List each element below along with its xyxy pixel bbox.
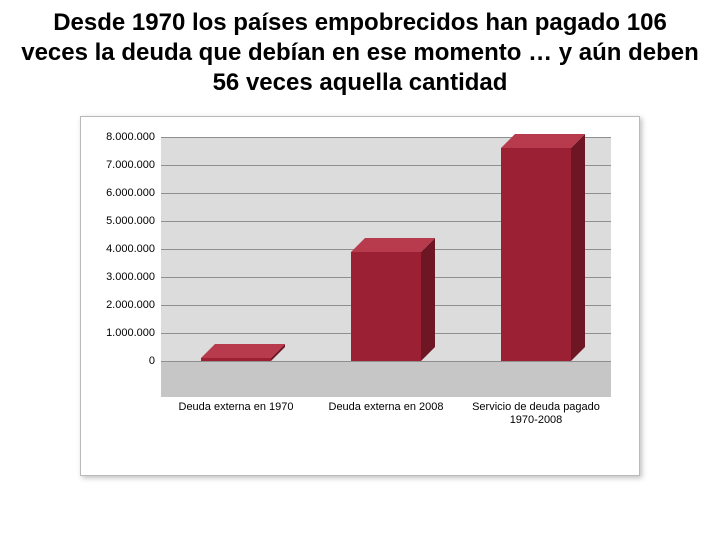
gridline	[161, 361, 611, 362]
bar-front	[201, 358, 271, 361]
bar-side	[421, 238, 435, 361]
x-axis-labels: Deuda externa en 1970Deuda externa en 20…	[161, 401, 611, 427]
bar-top	[351, 238, 435, 252]
y-tick-label: 4.000.000	[106, 243, 161, 255]
bar-top	[201, 344, 285, 358]
slide: Desde 1970 los países empobrecidos han p…	[0, 0, 720, 540]
y-tick-label: 2.000.000	[106, 299, 161, 311]
bar	[201, 358, 271, 361]
bar	[501, 148, 571, 361]
debt-bar-chart: 0 1.000.000 2.000.000 3.000.000 4.000.000 5.0…	[80, 116, 640, 476]
bars-container	[161, 137, 611, 361]
bar	[351, 252, 421, 361]
y-tick-label: 0	[149, 355, 161, 367]
y-tick-label: 8.000.000	[106, 131, 161, 143]
y-tick-label: 7.000.000	[106, 159, 161, 171]
bar-front	[501, 148, 571, 361]
y-tick-label: 6.000.000	[106, 187, 161, 199]
x-axis-label: Deuda externa en 1970	[161, 401, 311, 427]
plot-area: 01.000.0002.000.0003.000.0004.000.0005.0…	[161, 137, 611, 397]
bar-front	[351, 252, 421, 361]
bar-top	[501, 134, 585, 148]
y-tick-label: 1.000.000	[106, 327, 161, 339]
chart-floor	[161, 361, 611, 397]
slide-title: Desde 1970 los países empobrecidos han p…	[20, 8, 700, 98]
x-axis-label: Deuda externa en 2008	[311, 401, 461, 427]
y-tick-label: 5.000.000	[106, 215, 161, 227]
bar-side	[571, 134, 585, 361]
x-axis-label: Servicio de deuda pagado 1970-2008	[461, 401, 611, 427]
y-tick-label: 3.000.000	[106, 271, 161, 283]
